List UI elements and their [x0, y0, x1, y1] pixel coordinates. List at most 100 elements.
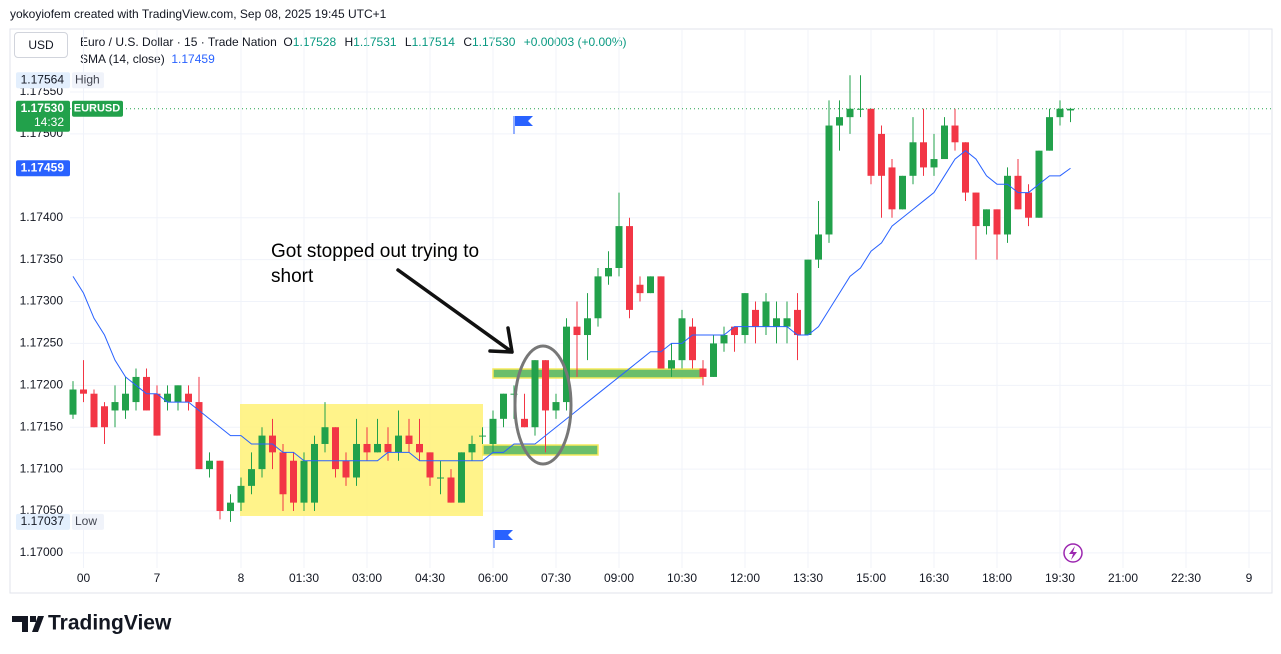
candle-body — [479, 435, 486, 437]
x-tick-label: 07:30 — [541, 571, 571, 585]
y-tick-label: 1.17300 — [20, 294, 64, 308]
candle-body — [615, 226, 623, 268]
candle-body — [342, 460, 350, 478]
grid — [70, 30, 1272, 568]
candle-body — [563, 326, 570, 403]
plot: Got stopped out trying to short — [69, 75, 1272, 522]
candle-body — [395, 435, 402, 453]
x-tick-label: 03:00 — [352, 571, 382, 585]
candle-body — [279, 452, 287, 495]
x-tick-label: 21:00 — [1108, 571, 1138, 585]
candle-body — [521, 418, 528, 428]
candle-body — [510, 393, 518, 395]
candle-body — [972, 192, 980, 227]
price-label-tag-bg — [72, 513, 104, 530]
zone — [492, 368, 703, 379]
candle-body — [300, 460, 308, 503]
candle-body — [237, 485, 245, 503]
price-label-value: 1.17564 — [21, 72, 65, 86]
candle-body — [447, 477, 455, 503]
y-tick-label: 1.17350 — [20, 252, 64, 266]
annotation: Got stopped out trying to — [271, 241, 479, 262]
ohlc-value: 1.17528 — [292, 35, 337, 49]
sma-badge-value: 1.17459 — [21, 160, 65, 174]
price-label-bg — [16, 72, 70, 89]
candle-body — [1046, 117, 1053, 151]
candle-body — [258, 435, 266, 470]
candle-body — [899, 175, 906, 210]
x-tick-label: 8 — [238, 571, 245, 585]
range-box — [240, 404, 483, 516]
symbol-badge — [72, 100, 123, 117]
candle-body — [332, 427, 339, 470]
symbol-badge-text: EURUSD — [74, 103, 121, 115]
y-tick-label: 1.17400 — [20, 210, 64, 224]
candle-body — [867, 108, 875, 176]
x-tick-label: 15:00 — [856, 571, 886, 585]
candle-body — [804, 259, 812, 336]
candle-body — [773, 318, 780, 327]
candle-body — [699, 368, 707, 377]
x-tick-label: 9 — [1246, 571, 1253, 585]
indicator-legend: SMA (14, close) 1.17459 — [80, 52, 215, 66]
candle-body — [983, 209, 990, 227]
candle-body — [248, 469, 255, 486]
candle-body — [762, 301, 770, 327]
candle-body — [111, 402, 119, 411]
ohlc-value: 1.17514 — [411, 35, 455, 49]
candle-body — [678, 318, 686, 361]
candle-body — [594, 276, 602, 319]
candle-body — [437, 477, 444, 479]
price-label-tag: High — [75, 72, 100, 86]
candle-body — [993, 209, 1001, 235]
candle-body — [962, 142, 969, 193]
y-tick-label: 1.17200 — [20, 377, 64, 391]
candle-body — [531, 360, 539, 428]
flag — [493, 530, 513, 548]
candle-body — [825, 125, 833, 235]
candle-body — [636, 284, 644, 294]
candle-body — [542, 360, 549, 411]
candle-body — [720, 335, 728, 344]
candle-body — [1035, 150, 1043, 218]
candle-body — [857, 108, 864, 110]
x-tick-label: 06:00 — [478, 571, 508, 585]
candle-body — [416, 443, 423, 453]
candle-body — [489, 418, 497, 444]
candle-body — [668, 360, 675, 369]
candle-body — [626, 226, 633, 310]
y-tick-label: 1.17550 — [20, 84, 64, 98]
symbol-legend: Euro / U.S. Dollar · 15 · Trade Nation O… — [80, 35, 631, 49]
ohlc-key: O — [283, 35, 293, 49]
event-icon — [1063, 543, 1083, 563]
candle-body — [783, 318, 791, 327]
candle-body — [1025, 192, 1032, 218]
indicator-value: 1.17459 — [171, 52, 215, 66]
symbol: Euro / U.S. Dollar · 15 · Trade Nation — [80, 35, 277, 49]
brand: TradingView — [48, 612, 172, 635]
axis: 1.17000 1.17050 1.17100 1.17150 1.17200 1.172… — [16, 72, 1253, 585]
change: +0.00003 (+0.00%) — [523, 35, 627, 49]
candle-body — [552, 402, 560, 411]
candle-body — [815, 234, 822, 260]
y-tick-label: 1.17100 — [20, 461, 64, 475]
candle-body — [101, 406, 108, 428]
logo — [12, 616, 44, 632]
currency-button[interactable]: USD — [14, 32, 68, 58]
candle-body — [363, 443, 371, 453]
candle-body — [321, 427, 329, 444]
price-label-tag: Low — [75, 514, 97, 528]
candle-body — [153, 393, 161, 436]
x-tick-label: 10:30 — [667, 571, 697, 585]
candle-body — [846, 108, 854, 118]
candle-body — [647, 276, 654, 294]
candle-body — [384, 443, 392, 453]
candle-body — [143, 376, 150, 411]
candle-body — [920, 142, 927, 168]
candle-body — [80, 389, 87, 394]
candle-body — [132, 376, 140, 403]
candle-body — [909, 142, 917, 176]
candle-body — [426, 452, 434, 478]
